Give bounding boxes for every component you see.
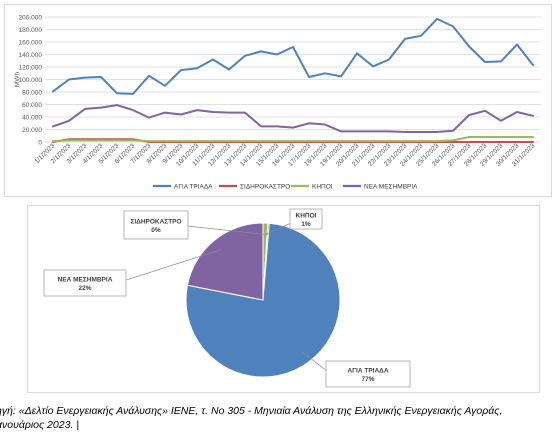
leader-line — [177, 224, 268, 236]
pie-slice-3 — [186, 222, 264, 301]
y-tick-label: 20.000 — [22, 127, 42, 134]
label-box — [123, 210, 189, 240]
legend-label: ΚΗΠΟΙ — [312, 183, 333, 190]
y-tick-label: 120.000 — [19, 64, 43, 71]
pie-chart-panel: ΣΙΔΗΡΟΚΑΣΤΡΟ 0% ΚΗΠΟΙ 1% ΝΕΑ ΜΕΣΗΜΒΡΙΑ 22% ΑΓΙ… — [27, 205, 540, 393]
y-tick-label: 0 — [38, 139, 42, 146]
pie-label-percent: 0% — [151, 227, 161, 234]
pie-label-name: ΣΙΔΗΡΟΚΑΣΤΡΟ — [130, 219, 181, 226]
series-line-0 — [52, 17, 534, 95]
pie-label-percent: 77% — [361, 376, 374, 383]
y-tick-label: 180.000 — [19, 27, 43, 34]
y-tick-label: 40.000 — [22, 114, 42, 121]
y-tick-label: 200.000 — [19, 14, 43, 21]
legend-label: ΣΙΔΗΡΟΚΑΣΤΡΟ — [240, 183, 290, 190]
legend-item-0: ΑΓΙΑ ΤΡΙΑΔΑ — [153, 183, 213, 190]
y-tick-label: 100.000 — [19, 77, 43, 84]
pie-label-percent: 1% — [301, 221, 311, 228]
label-box — [289, 208, 323, 230]
pie-label-name: ΝΕΑ ΜΕΣΗΜΒΡΙΑ — [58, 277, 113, 284]
line-chart: 0 20.000 40.000 60.000 80.000 100.000 120.000 1… — [14, 14, 541, 190]
leader-line — [119, 249, 222, 283]
y-axis-label: MWh — [14, 72, 21, 88]
line-chart-panel: 0 20.000 40.000 60.000 80.000 100.000 120.000 1… — [4, 4, 552, 197]
legend-label: ΑΓΙΑ ΤΡΙΑΔΑ — [174, 183, 213, 190]
y-tick-label: 140.000 — [19, 52, 43, 59]
label-box — [325, 360, 411, 388]
legend-item-3: ΝΕΑ ΜΕΣΗΜΒΡΙΑ — [343, 183, 418, 190]
y-tick-label: 60.000 — [22, 102, 42, 109]
label-box — [43, 269, 127, 297]
series-line-3 — [52, 104, 534, 133]
pie-label-percent: 22% — [78, 285, 91, 292]
source-note: ηγή: «Δελτίο Ενεργειακής Ανάλυσης» ΙΕΝΕ,… — [0, 405, 503, 431]
legend-item-1: ΣΙΔΗΡΟΚΑΣΤΡΟ — [219, 183, 290, 190]
y-tick-label: 160.000 — [19, 39, 43, 46]
series-line-2 — [52, 136, 534, 143]
y-tick-label: 80.000 — [22, 89, 42, 96]
legend-label: ΝΕΑ ΜΕΣΗΜΒΡΙΑ — [364, 183, 418, 190]
pie-label-name: ΚΗΠΟΙ — [296, 213, 317, 220]
legend-item-2: ΚΗΠΟΙ — [291, 183, 333, 190]
pie-label-name: ΑΓΙΑ ΤΡΙΑΔΑ — [347, 368, 388, 375]
